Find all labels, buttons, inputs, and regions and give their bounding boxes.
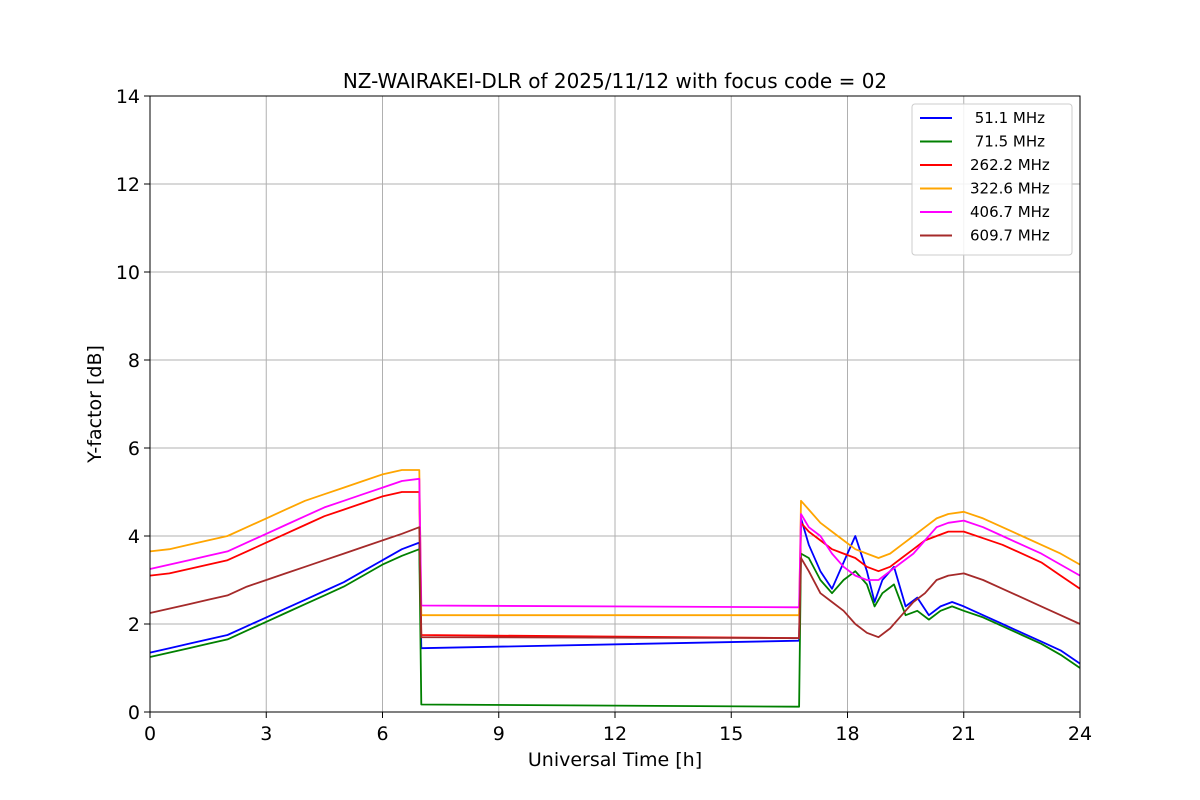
series-line-1 [149, 548, 1081, 708]
y-tick-label: 10 [116, 262, 140, 284]
y-tick-label: 8 [128, 350, 140, 372]
y-tick-label: 0 [128, 702, 140, 724]
x-tick-label: 21 [952, 723, 976, 745]
x-tick-label: 3 [260, 723, 272, 745]
chart-title: NZ-WAIRAKEI-DLR of 2025/11/12 with focus… [343, 69, 887, 93]
series-line-4 [149, 477, 1081, 609]
y-tick-label: 12 [116, 174, 140, 196]
x-axis-label: Universal Time [h] [528, 749, 702, 771]
x-tick-label: 24 [1068, 723, 1092, 745]
x-tick-label: 9 [493, 723, 505, 745]
y-tick-label: 6 [128, 438, 140, 460]
x-tick-label: 0 [144, 723, 156, 745]
legend-label-1: 71.5 MHz [970, 133, 1045, 151]
y-axis-label: Y-factor [dB] [84, 345, 106, 464]
legend: 51.1 MHz 71.5 MHz 262.2 MHz 322.6 MHz 406.7… [911, 103, 1073, 256]
series-line-2 [149, 491, 1081, 639]
y-tick-label: 4 [128, 526, 140, 548]
legend-label-4: 406.7 MHz [970, 203, 1050, 221]
x-tick-label: 18 [835, 723, 859, 745]
legend-label-2: 262.2 MHz [970, 156, 1050, 174]
series-line-5 [149, 526, 1081, 639]
x-tick-label: 12 [603, 723, 627, 745]
legend-label-3: 322.6 MHz [970, 180, 1050, 198]
series-layer [149, 469, 1081, 708]
series-line-3 [149, 469, 1081, 617]
series-line-0 [149, 517, 1081, 665]
y-tick-label: 14 [116, 86, 140, 108]
y-tick-label: 2 [128, 614, 140, 636]
legend-label-5: 609.7 MHz [970, 227, 1050, 245]
x-tick-label: 15 [719, 723, 743, 745]
legend-label-0: 51.1 MHz [970, 109, 1045, 127]
x-tick-label: 6 [376, 723, 388, 745]
